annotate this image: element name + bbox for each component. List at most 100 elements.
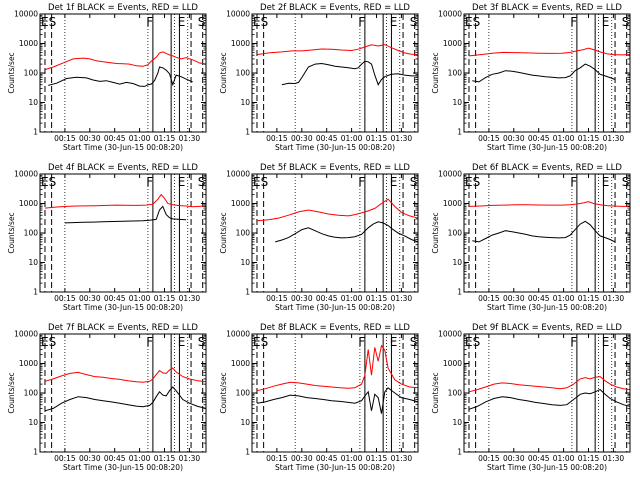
- series-line-events: [469, 390, 630, 410]
- x-tick-label: 01:30: [603, 454, 625, 463]
- x-tick-label: 00:45: [104, 134, 126, 143]
- marker-label-e: E: [178, 175, 186, 189]
- y-tick-label: 10000: [438, 170, 462, 179]
- x-tick-label: 00:15: [54, 454, 76, 463]
- reference-lines: [469, 174, 627, 292]
- corner-label: ES: [253, 335, 268, 349]
- y-tick-label: 10: [240, 98, 250, 107]
- corner-label: ES: [253, 175, 268, 189]
- y-tick-label: 1000: [231, 359, 250, 368]
- x-tick-label: 00:30: [503, 294, 525, 303]
- axes-frame: [252, 14, 418, 132]
- x-tick-label: 01:00: [341, 134, 363, 143]
- y-tick-label: 10000: [226, 170, 250, 179]
- y-tick-label: 10: [28, 258, 38, 267]
- x-tick-label: 00:30: [79, 134, 101, 143]
- marker-label-e: E: [390, 175, 398, 189]
- chart-title: Det 9f BLACK = Events, RED = LLD: [472, 323, 622, 333]
- y-tick-label: 1000: [443, 199, 462, 208]
- x-axis-label: Start Time (30-Jun-15 00:08:20): [275, 463, 395, 472]
- y-tick-label: 1000: [19, 359, 38, 368]
- y-tick-label: 1000: [231, 199, 250, 208]
- y-tick-label: 1000: [443, 359, 462, 368]
- axes-frame: [40, 174, 206, 292]
- x-tick-label: 00:30: [79, 294, 101, 303]
- marker-label-e: E: [178, 335, 186, 349]
- series-line-events: [472, 64, 615, 82]
- y-tick-label: 100: [448, 69, 463, 78]
- y-tick-label: 100: [236, 389, 251, 398]
- reference-lines: [257, 174, 415, 292]
- y-tick-label: 10: [28, 98, 38, 107]
- chart-panel: Det 4f BLACK = Events, RED = LLD ES F E S 00:…: [7, 163, 206, 312]
- series-line-lld: [469, 377, 630, 392]
- x-tick-label: 01:30: [603, 134, 625, 143]
- series-group: [469, 48, 630, 82]
- x-axis-label: Start Time (30-Jun-15 00:08:20): [275, 303, 395, 312]
- series-group: [469, 202, 630, 242]
- x-tick-label: 00:15: [54, 294, 76, 303]
- y-tick-label: 1: [457, 288, 462, 297]
- chart-panel: Det 9f BLACK = Events, RED = LLD ES F E S 00:…: [431, 323, 630, 472]
- y-tick-label: 10000: [14, 170, 38, 179]
- series-line-lld: [257, 199, 418, 221]
- x-tick-label: 01:15: [366, 134, 388, 143]
- y-tick-label: 1: [245, 448, 250, 457]
- y-tick-label: 10000: [226, 330, 250, 339]
- y-tick-label: 10000: [14, 10, 38, 19]
- marker-label-e: E: [390, 15, 398, 29]
- marker-label-e: E: [602, 335, 610, 349]
- chart-title: Det 6f BLACK = Events, RED = LLD: [472, 163, 622, 173]
- x-tick-label: 01:00: [129, 454, 151, 463]
- marker-label-f: F: [358, 335, 365, 349]
- x-tick-label: 00:15: [478, 134, 500, 143]
- x-tick-label: 00:45: [528, 294, 550, 303]
- y-tick-label: 1000: [231, 39, 250, 48]
- x-tick-label: 00:15: [478, 294, 500, 303]
- corner-label: ES: [465, 335, 480, 349]
- chart-title: Det 3f BLACK = Events, RED = LLD: [472, 3, 622, 13]
- series-line-lld: [45, 52, 206, 70]
- series-line-events: [257, 388, 418, 414]
- marker-label-e: E: [178, 15, 186, 29]
- axes-frame: [40, 14, 206, 132]
- x-axis-label: Start Time (30-Jun-15 00:08:20): [487, 143, 607, 152]
- series-group: [257, 346, 418, 414]
- series-group: [45, 52, 206, 87]
- reference-lines: [45, 14, 203, 132]
- x-tick-label: 01:00: [341, 294, 363, 303]
- chart-title: Det 4f BLACK = Events, RED = LLD: [48, 163, 198, 173]
- chart-panel: Det 2f BLACK = Events, RED = LLDES F E S00:…: [219, 3, 418, 152]
- marker-label-f: F: [570, 175, 577, 189]
- marker-label-f: F: [358, 175, 365, 189]
- y-tick-label: 100: [24, 69, 39, 78]
- marker-label-e: E: [602, 175, 610, 189]
- series-group: [257, 45, 418, 85]
- series-line-lld: [45, 195, 206, 209]
- reference-lines: [469, 14, 627, 132]
- axes-frame: [252, 174, 418, 292]
- y-tick-label: 1: [457, 448, 462, 457]
- y-tick-label: 100: [236, 229, 251, 238]
- y-tick-label: 100: [24, 389, 39, 398]
- x-tick-label: 01:30: [391, 454, 413, 463]
- x-tick-label: 00:45: [316, 294, 338, 303]
- marker-label-f: F: [570, 15, 577, 29]
- x-tick-label: 00:45: [528, 454, 550, 463]
- y-axis-label: Counts/sec: [7, 212, 16, 253]
- reference-lines: [45, 174, 203, 292]
- y-tick-label: 10: [452, 418, 462, 427]
- x-tick-label: 01:00: [129, 294, 151, 303]
- y-tick-label: 1: [245, 128, 250, 137]
- series-group: [45, 195, 206, 223]
- x-tick-label: 01:15: [578, 454, 600, 463]
- x-tick-label: 00:45: [316, 134, 338, 143]
- x-tick-label: 01:15: [154, 294, 176, 303]
- corner-label: ES: [253, 15, 268, 29]
- y-tick-label: 10000: [438, 10, 462, 19]
- series-line-events: [45, 387, 206, 411]
- x-tick-label: 00:30: [291, 294, 313, 303]
- y-axis-label: Counts/sec: [219, 212, 228, 253]
- x-tick-label: 00:15: [266, 454, 288, 463]
- x-axis-label: Start Time (30-Jun-15 00:08:20): [63, 463, 183, 472]
